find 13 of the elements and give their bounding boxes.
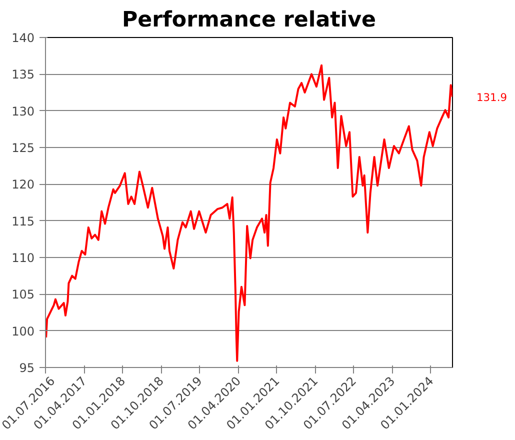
- y-tick-label: 125: [12, 141, 34, 155]
- chart-title: Performance relative: [122, 8, 376, 32]
- y-tick-label: 120: [12, 178, 34, 192]
- y-tick-label: 140: [12, 31, 34, 45]
- y-tick-label: 135: [12, 68, 34, 82]
- y-tick-label: 105: [12, 288, 34, 302]
- y-tick-label: 115: [12, 214, 34, 228]
- y-tick-label: 100: [12, 324, 34, 338]
- y-tick-label: 130: [12, 104, 34, 118]
- line-series: [46, 64, 452, 362]
- y-tick-label: 110: [12, 251, 34, 265]
- y-tick-label: 95: [19, 361, 35, 375]
- annotation: 131.9: [476, 90, 508, 104]
